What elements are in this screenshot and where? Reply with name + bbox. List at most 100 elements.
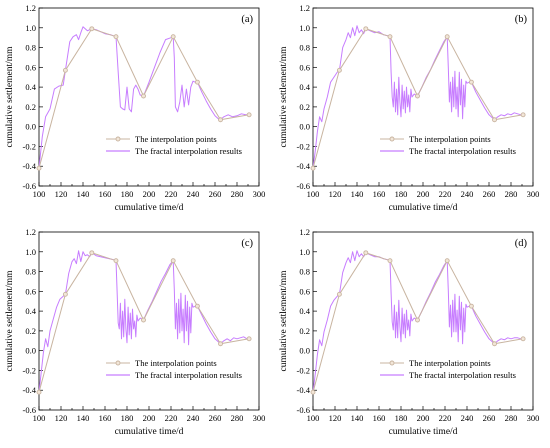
x-tick-label: 160 [99, 189, 112, 199]
y-tick-label: 0.2 [299, 326, 310, 336]
legend-label-fractal: The fractal interpolation results [135, 370, 242, 380]
y-tick-label: 0.6 [299, 62, 310, 72]
y-tick-label: 1.0 [25, 23, 36, 33]
x-axis-label: cumulative time/d [389, 203, 458, 213]
x-tick-label: 220 [439, 413, 452, 423]
data-point [336, 291, 342, 297]
series-line-fractal [38, 26, 250, 169]
y-tick-label: 0.4 [25, 306, 36, 316]
data-point [141, 93, 146, 99]
legend-marker-interpolation [389, 360, 395, 366]
x-tick-label: 200 [417, 413, 430, 423]
x-tick-label: 260 [483, 189, 496, 199]
y-tick-label: 0.8 [25, 43, 36, 53]
y-tick-label: -0.2 [23, 141, 36, 151]
data-point [468, 79, 474, 85]
y-tick-label: 0.0 [25, 346, 36, 356]
y-tick-label: 1.2 [25, 227, 36, 237]
y-tick-label: 1.2 [299, 3, 310, 13]
y-tick-label: 0.2 [25, 102, 36, 112]
y-tick-label: 0.8 [25, 267, 36, 277]
y-axis-label: cumulative settlement/mm [5, 270, 15, 372]
data-point [468, 303, 474, 309]
x-tick-label: 280 [505, 413, 518, 423]
x-tick-label: 120 [329, 189, 342, 199]
y-tick-label: 1.0 [25, 247, 36, 257]
y-tick-label: 0.0 [299, 346, 310, 356]
plot-frame [38, 231, 260, 411]
y-tick-label: 0.0 [25, 122, 36, 132]
x-tick-label: 180 [395, 189, 408, 199]
x-tick-label: 140 [351, 189, 364, 199]
x-tick-label: 300 [253, 413, 266, 423]
x-tick-label: 200 [417, 189, 430, 199]
x-tick-label: 260 [209, 189, 222, 199]
x-tick-label: 100 [33, 189, 46, 199]
x-tick-label: 220 [165, 413, 178, 423]
x-tick-label: 300 [527, 189, 540, 199]
data-point [141, 317, 146, 323]
data-point [218, 117, 223, 123]
data-point [62, 291, 68, 297]
x-tick-label: 140 [77, 189, 90, 199]
data-point [444, 34, 450, 40]
data-point [194, 79, 200, 85]
x-tick-label: 220 [439, 189, 452, 199]
x-tick-label: 280 [231, 189, 244, 199]
data-point [62, 67, 68, 73]
data-point [170, 34, 176, 40]
x-tick-label: 280 [505, 189, 518, 199]
y-tick-label: -0.6 [297, 181, 310, 191]
chart-panel: 100 120 140 160 180 200 220 240 260 280 300 -0.6 -0.… [5, 227, 265, 437]
panel-label: (d) [515, 238, 528, 249]
y-tick-label: 1.0 [299, 23, 310, 33]
y-tick-label: 1.2 [25, 3, 36, 13]
x-tick-label: 180 [395, 413, 408, 423]
chart-panel: 100 120 140 160 180 200 220 240 260 280 300 -0.6 -0.… [279, 227, 539, 437]
y-axis-label: cumulative settlement/mm [279, 46, 289, 148]
y-tick-label: 0.8 [299, 267, 310, 277]
x-tick-label: 180 [121, 413, 134, 423]
y-tick-label: 0.4 [25, 82, 36, 92]
legend-label-fractal: The fractal interpolation results [409, 370, 516, 380]
y-tick-label: -0.4 [23, 385, 37, 395]
y-tick-label: 0.6 [299, 286, 310, 296]
chart-panel: 100 120 140 160 180 200 220 240 260 280 300 -0.6 -0.… [5, 3, 265, 213]
data-point [492, 341, 497, 347]
data-point [89, 26, 95, 32]
x-tick-label: 260 [209, 413, 222, 423]
data-point [363, 26, 369, 32]
data-point [387, 258, 393, 264]
x-axis-label: cumulative time/d [115, 427, 184, 437]
x-tick-label: 240 [461, 189, 474, 199]
x-tick-label: 240 [187, 189, 200, 199]
data-point [336, 67, 342, 73]
data-point [363, 250, 369, 256]
y-tick-label: 1.0 [299, 247, 310, 257]
data-point [246, 112, 252, 118]
data-point [415, 93, 420, 99]
y-tick-label: 0.2 [25, 326, 36, 336]
y-tick-label: 1.2 [299, 227, 310, 237]
x-tick-label: 160 [373, 189, 386, 199]
y-axis-label: cumulative settlement/mm [279, 270, 289, 372]
x-tick-label: 120 [55, 189, 68, 199]
y-tick-label: 0.4 [299, 82, 310, 92]
x-tick-label: 120 [329, 413, 342, 423]
panel-label: (b) [515, 14, 528, 25]
legend-label-interpolation: The interpolation points [135, 134, 217, 144]
data-point [194, 303, 200, 309]
y-tick-label: -0.2 [297, 141, 310, 151]
data-point [520, 336, 526, 342]
legend-label-fractal: The fractal interpolation results [409, 146, 516, 156]
legend-label-fractal: The fractal interpolation results [135, 146, 242, 156]
legend-marker-interpolation [115, 360, 121, 366]
x-tick-label: 200 [143, 189, 156, 199]
y-tick-label: -0.4 [23, 161, 37, 171]
plot-frame [312, 7, 534, 187]
data-point [89, 250, 95, 256]
x-tick-label: 240 [187, 413, 200, 423]
legend-label-interpolation: The interpolation points [135, 358, 217, 368]
x-tick-label: 220 [165, 189, 178, 199]
x-tick-label: 300 [527, 413, 540, 423]
